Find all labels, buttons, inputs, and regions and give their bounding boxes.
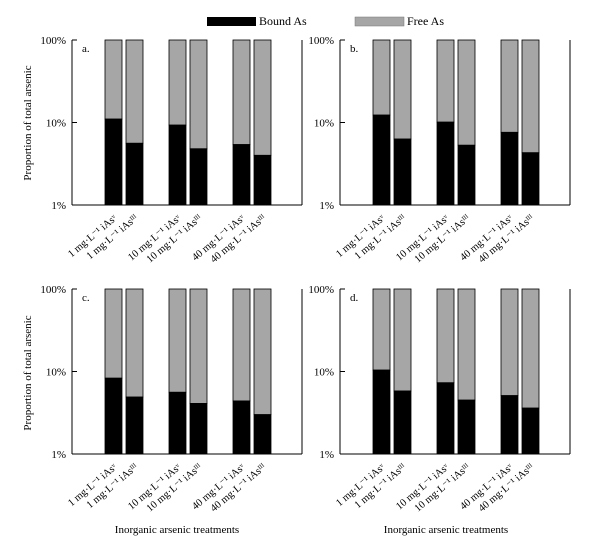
panel-label: a. xyxy=(82,43,90,55)
y-tick-label: 1% xyxy=(51,449,66,461)
bar-free-as xyxy=(457,288,476,401)
x-axis-label-left: Inorganic arsenic treatments xyxy=(115,524,239,536)
bar-bound-as xyxy=(189,403,208,455)
bar-free-as xyxy=(253,39,272,156)
bar-free-as xyxy=(168,288,187,393)
bar-bound-as xyxy=(500,131,519,206)
y-tick-label: 100% xyxy=(40,35,66,47)
y-tick-label: 100% xyxy=(308,35,334,47)
bar-bound-as xyxy=(104,377,123,455)
bar-bound-as xyxy=(393,390,412,455)
legend-swatch-free xyxy=(354,16,405,27)
legend-label-free: Free As xyxy=(407,14,444,28)
bar-bound-as xyxy=(436,382,455,455)
x-axis-label-right: Inorganic arsenic treatments xyxy=(384,524,508,536)
legend: Bound As Free As xyxy=(207,14,444,28)
bar-free-as xyxy=(521,288,540,409)
bar-free-as xyxy=(521,39,540,154)
y-tick-label: 1% xyxy=(319,449,334,461)
y-axis-label-top: Proportion of total arsenic xyxy=(22,65,34,180)
bar-free-as xyxy=(104,39,123,120)
bar-free-as xyxy=(372,39,391,116)
y-tick-label: 1% xyxy=(319,200,334,212)
bar-free-as xyxy=(253,288,272,416)
bar-bound-as xyxy=(436,121,455,206)
y-tick-label: 10% xyxy=(46,367,66,379)
bar-free-as xyxy=(500,288,519,397)
y-tick-label: 10% xyxy=(314,367,334,379)
bar-free-as xyxy=(372,288,391,371)
bar-free-as xyxy=(168,39,187,126)
bar-bound-as xyxy=(500,395,519,455)
bar-bound-as xyxy=(232,400,251,455)
bar-bound-as xyxy=(168,391,187,455)
bar-bound-as xyxy=(189,148,208,206)
bar-bound-as xyxy=(457,399,476,455)
panel-label: c. xyxy=(82,292,90,304)
bar-free-as xyxy=(125,39,144,144)
bar-free-as xyxy=(125,288,144,398)
bar-bound-as xyxy=(168,124,187,206)
bar-bound-as xyxy=(253,154,272,206)
y-axis-label-bottom: Proportion of total arsenic xyxy=(22,315,34,430)
legend-label-bound: Bound As xyxy=(259,14,307,28)
bar-free-as xyxy=(393,288,412,392)
bar-bound-as xyxy=(457,144,476,206)
bar-free-as xyxy=(500,39,519,133)
bar-bound-as xyxy=(372,114,391,206)
bar-bound-as xyxy=(253,414,272,455)
bar-free-as xyxy=(436,39,455,123)
bar-free-as xyxy=(457,39,476,146)
bar-bound-as xyxy=(125,396,144,455)
y-tick-label: 100% xyxy=(308,284,334,296)
panel-label: d. xyxy=(350,292,359,304)
y-tick-label: 10% xyxy=(314,118,334,130)
bar-bound-as xyxy=(393,138,412,206)
bar-free-as xyxy=(232,39,251,145)
y-tick-label: 1% xyxy=(51,200,66,212)
bar-bound-as xyxy=(104,118,123,206)
bar-free-as xyxy=(436,288,455,384)
legend-swatch-bound xyxy=(207,17,256,26)
y-tick-label: 100% xyxy=(40,284,66,296)
y-tick-label: 10% xyxy=(46,118,66,130)
bar-bound-as xyxy=(232,144,251,206)
bar-free-as xyxy=(189,39,208,150)
bar-free-as xyxy=(232,288,251,402)
bar-bound-as xyxy=(521,152,540,206)
bar-free-as xyxy=(393,39,412,140)
bar-bound-as xyxy=(125,142,144,206)
bar-free-as xyxy=(104,288,123,379)
bar-free-as xyxy=(189,288,208,404)
panel-label: b. xyxy=(350,43,359,55)
bar-bound-as xyxy=(372,369,391,455)
bar-bound-as xyxy=(521,407,540,455)
